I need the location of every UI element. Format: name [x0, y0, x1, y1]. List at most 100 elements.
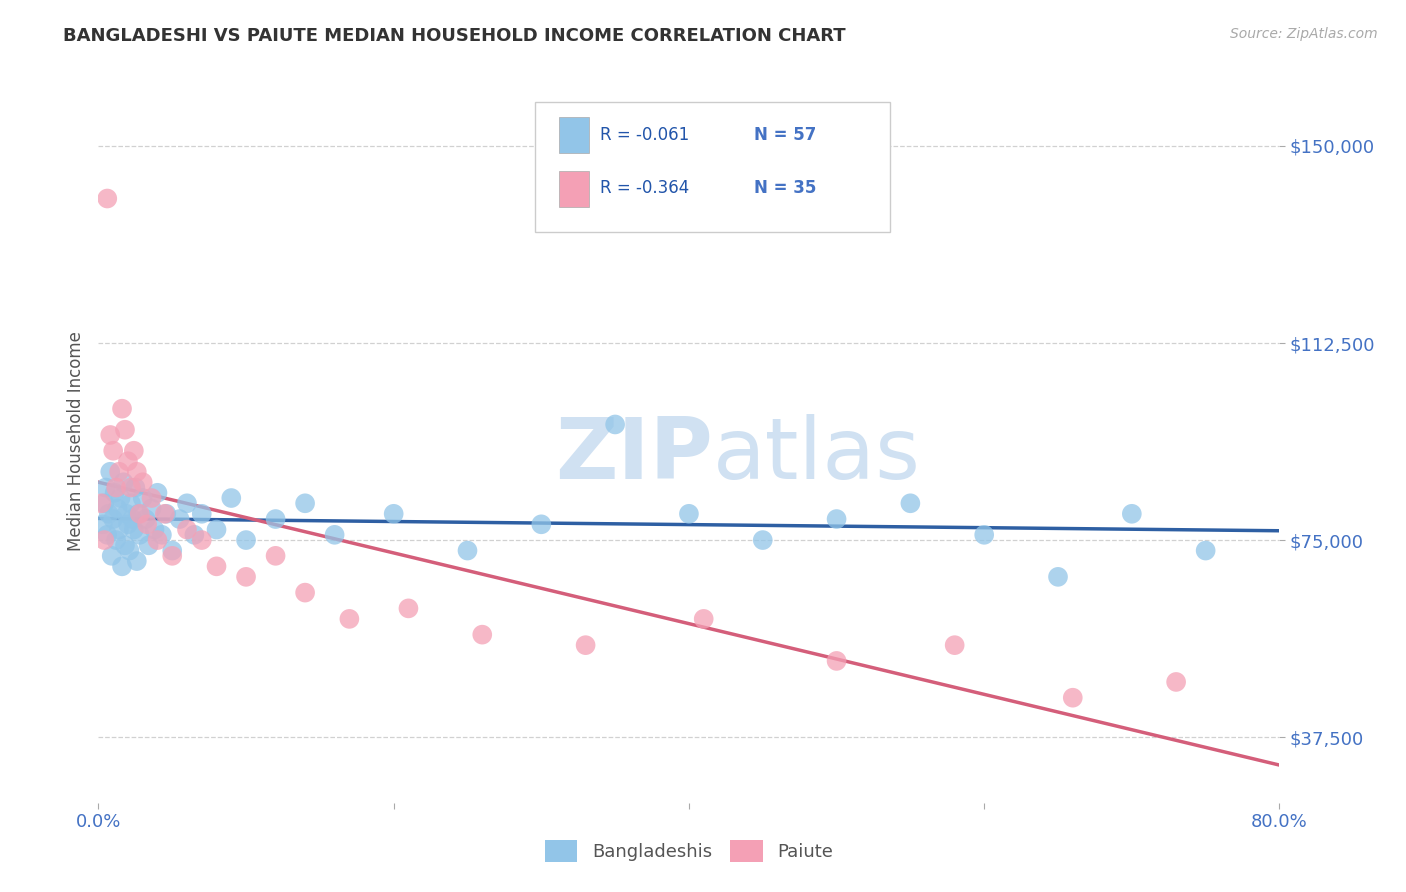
Point: [141, 491, 163, 505]
Point: [294, 585, 316, 599]
Point: [125, 554, 148, 568]
Text: N = 57: N = 57: [754, 126, 817, 144]
Text: R = -0.061: R = -0.061: [600, 126, 689, 144]
Point: [1121, 507, 1143, 521]
Point: [125, 465, 148, 479]
Text: atlas: atlas: [713, 415, 921, 498]
Point: [103, 512, 125, 526]
Text: N = 35: N = 35: [754, 178, 817, 197]
Point: [112, 475, 135, 490]
Point: [128, 528, 150, 542]
Point: [191, 507, 214, 521]
Point: [150, 528, 173, 542]
Point: [107, 501, 129, 516]
Point: [235, 570, 257, 584]
Point: [122, 443, 145, 458]
Point: [146, 533, 169, 547]
Point: [382, 507, 405, 521]
Point: [169, 512, 191, 526]
Point: [900, 496, 922, 510]
Point: [605, 417, 627, 432]
Point: [114, 538, 136, 552]
Point: [94, 481, 117, 495]
Point: [122, 523, 145, 537]
Point: [127, 507, 149, 521]
Point: [153, 507, 176, 521]
Text: BANGLADESHI VS PAIUTE MEDIAN HOUSEHOLD INCOME CORRELATION CHART: BANGLADESHI VS PAIUTE MEDIAN HOUSEHOLD I…: [63, 27, 846, 45]
Point: [121, 512, 143, 526]
Point: [93, 533, 115, 547]
Point: [146, 485, 169, 500]
Point: [183, 528, 205, 542]
Point: [132, 491, 155, 505]
Text: Source: ZipAtlas.com: Source: ZipAtlas.com: [1230, 27, 1378, 41]
Point: [191, 533, 214, 547]
Point: [117, 454, 139, 468]
Point: [120, 481, 142, 495]
Point: [471, 627, 494, 641]
Point: [155, 507, 177, 521]
Point: [575, 638, 598, 652]
Point: [103, 443, 125, 458]
Point: [176, 496, 198, 510]
Point: [530, 517, 553, 532]
Point: [118, 543, 141, 558]
Point: [398, 601, 420, 615]
Point: [93, 496, 115, 510]
Point: [124, 481, 146, 495]
Point: [678, 507, 700, 521]
Point: [96, 528, 118, 542]
Point: [339, 612, 361, 626]
Point: [1062, 690, 1084, 705]
Point: [104, 485, 127, 500]
Point: [135, 512, 157, 526]
Point: [1195, 543, 1218, 558]
Point: [98, 428, 121, 442]
Point: [457, 543, 479, 558]
Point: [205, 523, 228, 537]
Point: [141, 501, 163, 516]
Point: [98, 465, 121, 479]
Point: [205, 559, 228, 574]
Point: [115, 507, 138, 521]
FancyBboxPatch shape: [560, 171, 589, 208]
Point: [323, 528, 346, 542]
Point: [132, 475, 155, 490]
Point: [162, 549, 183, 563]
Point: [105, 533, 128, 547]
Point: [114, 423, 136, 437]
FancyBboxPatch shape: [560, 117, 589, 153]
Text: ZIP: ZIP: [555, 415, 713, 498]
Point: [100, 549, 122, 563]
Point: [943, 638, 966, 652]
Point: [1046, 570, 1070, 584]
Point: [176, 523, 198, 537]
Point: [294, 496, 316, 510]
Point: [111, 401, 134, 416]
Point: [117, 517, 139, 532]
Point: [91, 517, 114, 532]
Point: [96, 192, 118, 206]
Point: [221, 491, 243, 505]
Point: [162, 543, 183, 558]
Point: [108, 523, 131, 537]
Point: [111, 559, 134, 574]
Point: [693, 612, 716, 626]
Legend: Bangladeshis, Paiute: Bangladeshis, Paiute: [546, 840, 832, 863]
Point: [235, 533, 257, 547]
Text: R = -0.364: R = -0.364: [600, 178, 689, 197]
Point: [264, 512, 287, 526]
Point: [105, 481, 128, 495]
Point: [264, 549, 287, 563]
Point: [128, 507, 150, 521]
Point: [138, 538, 160, 552]
Point: [752, 533, 775, 547]
Point: [143, 523, 166, 537]
Point: [825, 654, 848, 668]
Point: [120, 496, 142, 510]
Point: [97, 507, 120, 521]
Point: [110, 491, 132, 505]
Point: [108, 465, 131, 479]
Point: [973, 528, 995, 542]
FancyBboxPatch shape: [536, 102, 890, 232]
